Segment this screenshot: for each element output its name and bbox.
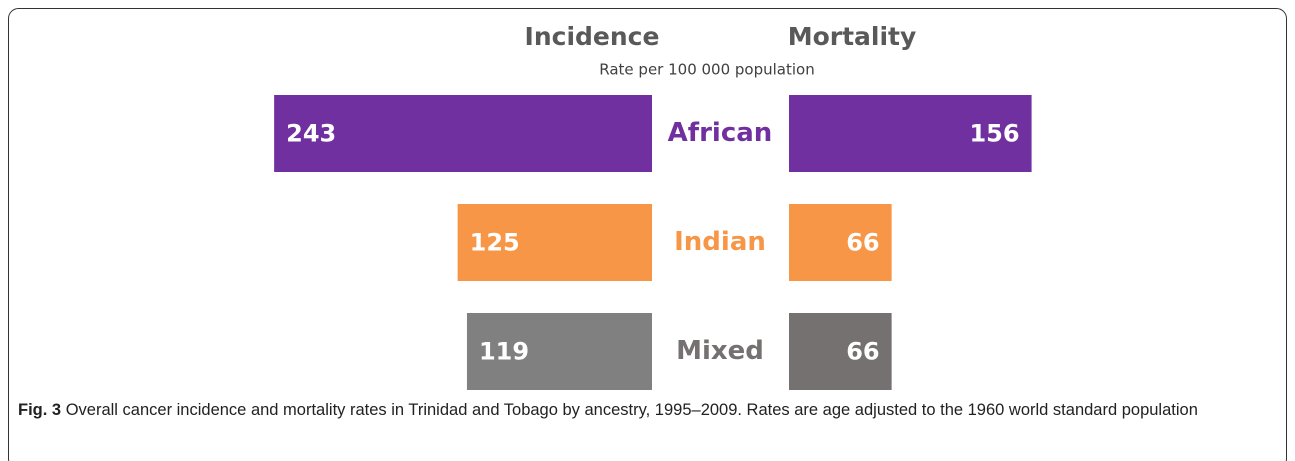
series-heading: Mortality [788, 22, 917, 51]
value-label: 125 [470, 229, 520, 257]
caption: Fig. 3 Overall cancer incidence and mort… [18, 397, 1273, 423]
bar [789, 204, 892, 281]
bar [789, 313, 892, 390]
category-label: African [668, 118, 773, 148]
value-label: 66 [846, 338, 879, 366]
value-label: 119 [479, 338, 529, 366]
frame [8, 8, 1287, 461]
bar [466, 313, 652, 390]
bar [457, 204, 652, 281]
series-heading: Incidence [525, 22, 660, 51]
bar [274, 95, 652, 172]
value-label: 156 [969, 120, 1019, 148]
chart-subtitle: Rate per 100 000 population [599, 61, 814, 79]
category-label: Indian [674, 227, 766, 257]
value-label: 66 [846, 229, 879, 257]
category-label: Mixed [676, 336, 764, 366]
value-label: 243 [286, 120, 336, 148]
caption-label: Fig. 3 [18, 401, 62, 419]
bar [789, 95, 1032, 172]
caption-text: Overall cancer incidence and mortality r… [65, 401, 1198, 419]
